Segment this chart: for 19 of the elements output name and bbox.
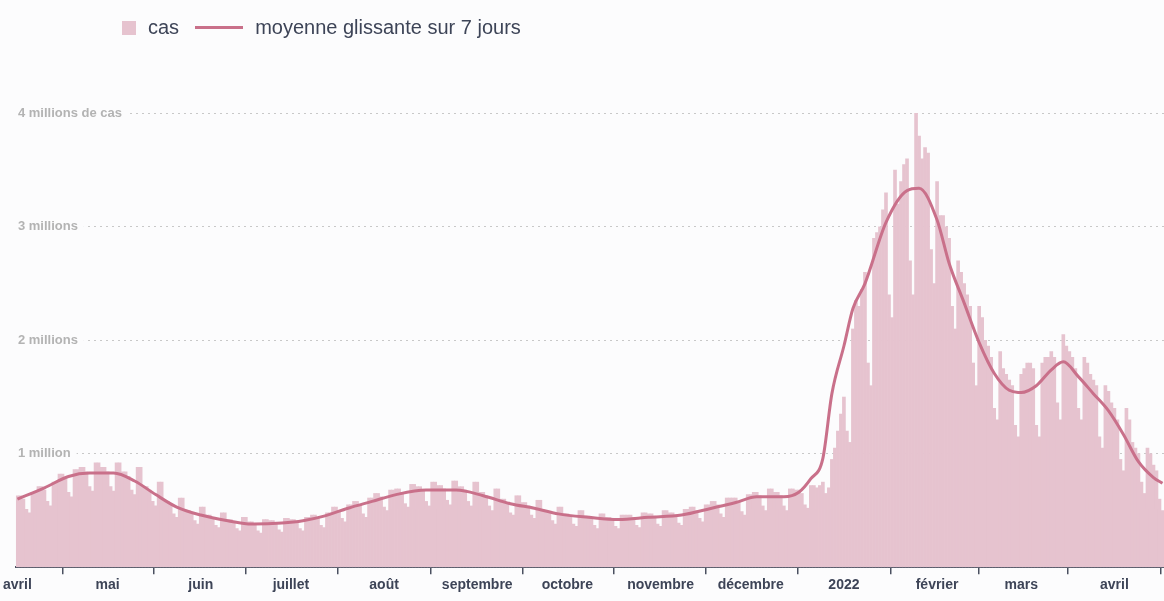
x-tick-label: juin bbox=[187, 576, 214, 593]
x-tick-label: mars bbox=[1004, 576, 1039, 593]
x-tick-label: octobre bbox=[541, 576, 594, 593]
legend-label: moyenne glissante sur 7 jours bbox=[255, 16, 521, 39]
y-tick-label: 4 millions de cas bbox=[17, 105, 122, 121]
legend-label: cas bbox=[148, 16, 180, 39]
x-tick-label: mai bbox=[95, 576, 120, 593]
x-tick-label: septembre bbox=[441, 576, 513, 593]
y-tick-label: 1 million bbox=[17, 445, 71, 461]
x-tick-label: juillet bbox=[271, 576, 310, 593]
x-tick-label: 2022 bbox=[828, 576, 860, 593]
y-tick-label: 2 millions bbox=[17, 331, 78, 347]
x-tick-label: décembre bbox=[717, 576, 785, 593]
x-tick-label: février bbox=[915, 576, 960, 593]
y-tick-label: 3 millions bbox=[17, 218, 78, 234]
x-tick-label: novembre bbox=[627, 576, 695, 593]
x-tick-label: août bbox=[369, 576, 400, 593]
x-tick-label: avril bbox=[3, 576, 32, 593]
x-tick-label: avril bbox=[1100, 576, 1129, 593]
